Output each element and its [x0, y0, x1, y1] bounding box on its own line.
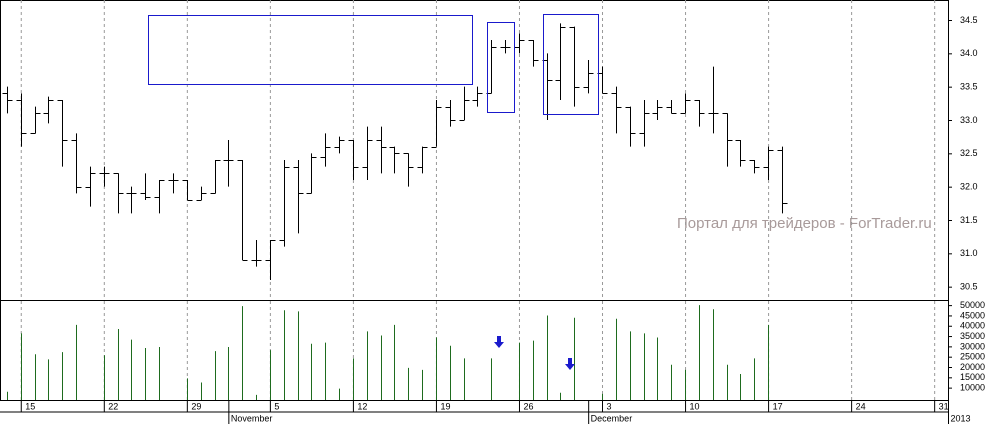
y2-tick-label: 30000	[960, 341, 985, 351]
x-tick-label: 10	[690, 401, 700, 411]
y-tick-label: 33.5	[960, 82, 978, 92]
x-tick-label: 12	[357, 401, 367, 411]
y2-tick-label: 25000	[960, 352, 985, 362]
x-tick-label: 3	[607, 401, 612, 411]
arrow	[494, 336, 504, 348]
y-tick-label: 32.5	[960, 148, 978, 158]
price-panel	[0, 0, 949, 301]
annotations	[148, 14, 599, 115]
arrow	[565, 358, 575, 370]
watermark: Портал для трейдеров - ForTrader.ru	[677, 215, 932, 232]
y-tick-label: 31.5	[960, 215, 978, 225]
y-tick-label: 33.0	[960, 115, 978, 125]
x-tick-label: 17	[773, 401, 783, 411]
x-tick-label: 26	[523, 401, 533, 411]
y-tick-label: 34.5	[960, 15, 978, 25]
y2-tick-label: 40000	[960, 321, 985, 331]
y2-tick-label: 35000	[960, 331, 985, 341]
y-tick-label: 30.5	[960, 282, 978, 292]
month-label: December	[591, 413, 633, 423]
x-tick-label: 24	[856, 401, 866, 411]
x-tick-label: 31	[939, 401, 949, 411]
x-tick-label: 19	[440, 401, 450, 411]
x-tick-label: 5	[274, 401, 279, 411]
month-label: November	[231, 413, 273, 423]
x-tick-label: 22	[108, 401, 118, 411]
volume-panel	[0, 300, 949, 401]
y-tick-label: 34.0	[960, 48, 978, 58]
annotation-box	[543, 14, 599, 115]
y-tick-label: 31.0	[960, 248, 978, 258]
y2-tick-label: 10000	[960, 383, 985, 393]
month-label: 2013	[951, 413, 971, 423]
annotation-box	[148, 15, 473, 85]
y2-tick-label: 50000	[960, 300, 985, 310]
x-tick-label: 29	[191, 401, 201, 411]
annotation-box	[487, 22, 515, 113]
x-tick-label: 15	[25, 401, 35, 411]
y2-tick-label: 15000	[960, 372, 985, 382]
y2-tick-label: 45000	[960, 310, 985, 320]
y-tick-label: 32.0	[960, 182, 978, 192]
y2-tick-label: 20000	[960, 362, 985, 372]
